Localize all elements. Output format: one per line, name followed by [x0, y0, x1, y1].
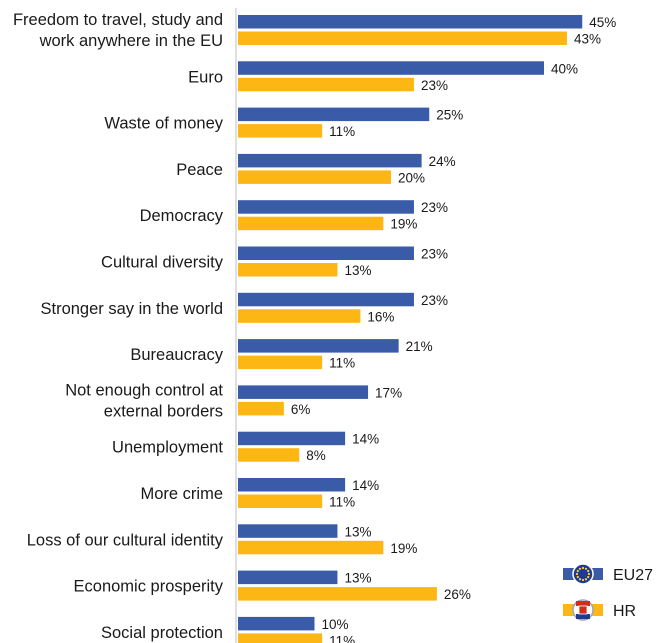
value-label-hr: 26% — [444, 587, 471, 602]
value-label-eu27: 13% — [344, 524, 371, 539]
value-label-eu27: 45% — [589, 15, 616, 30]
bar-hr — [238, 355, 323, 370]
category-label: Euro — [188, 68, 223, 86]
value-label-eu27: 10% — [322, 617, 349, 632]
value-label-hr: 19% — [390, 217, 417, 232]
bar-hr — [238, 309, 361, 323]
flag-star — [581, 578, 585, 582]
category-label: Unemployment — [112, 439, 223, 457]
bar-eu27 — [238, 478, 346, 492]
flag-star — [587, 569, 590, 573]
category-label: Cultural diversity — [101, 254, 224, 272]
flag-stripe — [576, 614, 590, 619]
flag-star — [587, 572, 591, 576]
category-label: Peace — [176, 161, 223, 179]
bar-eu27 — [238, 153, 422, 168]
flag-star — [584, 567, 588, 570]
value-label-hr: 6% — [291, 402, 311, 417]
value-label-eu27: 13% — [344, 571, 371, 586]
eu-flag-icon — [572, 563, 594, 585]
value-label-hr: 11% — [329, 124, 355, 139]
bar-hr — [238, 216, 384, 231]
value-label-eu27: 25% — [436, 108, 463, 123]
value-label-eu27: 17% — [375, 385, 402, 400]
flag-star — [578, 578, 582, 581]
value-label-hr: 19% — [390, 541, 417, 556]
category-label: Freedom to travel, study and work anywher… — [13, 11, 223, 50]
value-label-hr: 13% — [344, 263, 371, 278]
bar-hr — [238, 401, 284, 416]
bar-eu27 — [238, 385, 369, 399]
bar-eu27 — [238, 524, 338, 538]
value-label-hr: 20% — [398, 170, 425, 185]
value-label-eu27: 14% — [352, 432, 379, 447]
legend: EU27 HR — [563, 563, 653, 621]
bar-hr — [238, 31, 567, 45]
value-label-eu27: 21% — [406, 339, 433, 354]
category-label: Economic prosperity — [74, 578, 224, 596]
category-label: Democracy — [140, 207, 224, 225]
value-label-hr: 16% — [367, 309, 394, 324]
bars — [238, 15, 583, 643]
category-label: Waste of money — [104, 115, 223, 133]
bar-eu27 — [238, 570, 338, 585]
bar-hr — [238, 263, 338, 277]
value-labels: 45% 43% 40% 23% 25% 11% 24% 20% 23% 19% 23% 13% 23% 1… — [291, 15, 616, 643]
flag-star — [584, 578, 588, 581]
bar-hr — [238, 633, 323, 643]
value-label-hr: 11% — [329, 495, 355, 510]
flag-star — [576, 575, 579, 579]
bar-eu27 — [238, 292, 414, 307]
category-label: Bureaucracy — [130, 346, 223, 364]
value-label-eu27: 24% — [429, 154, 456, 169]
bar-eu27 — [238, 200, 414, 214]
value-label-eu27: 40% — [551, 61, 578, 76]
bar-eu27 — [238, 616, 315, 631]
flag-stripe — [576, 601, 590, 606]
flag-star — [578, 567, 582, 570]
value-label-eu27: 23% — [421, 200, 448, 215]
bar-eu27 — [238, 246, 414, 260]
bar-hr — [238, 494, 323, 508]
bar-eu27 — [238, 61, 544, 75]
bar-eu27 — [238, 339, 399, 353]
bar-hr — [238, 77, 414, 92]
category-labels: Freedom to travel, study and work anywher… — [13, 11, 224, 642]
bar-eu27 — [238, 15, 583, 29]
bar-hr — [238, 448, 300, 462]
category-label: More crime — [140, 485, 223, 503]
legend-label: EU27 — [613, 567, 653, 584]
legend-item-hr: HR — [563, 599, 636, 621]
bar-hr — [238, 124, 323, 138]
flag-shield — [578, 605, 588, 615]
value-label-hr: 11% — [329, 356, 355, 371]
category-label: Loss of our cultural identity — [27, 531, 224, 549]
flag-star — [587, 575, 590, 579]
flag-star — [581, 566, 585, 570]
category-label: Not enough control at external borders — [65, 381, 223, 420]
legend-item-eu27: EU27 — [563, 563, 653, 585]
croatia-flag-icon — [572, 599, 594, 621]
legend-label: HR — [613, 603, 636, 620]
value-label-hr: 23% — [421, 78, 448, 93]
bar-hr — [238, 170, 391, 184]
flag-disc — [572, 563, 594, 585]
bar-eu27 — [238, 431, 346, 446]
value-label-hr: 11% — [329, 633, 355, 643]
flag-star — [575, 572, 579, 576]
bar-hr — [238, 540, 384, 555]
flag-star — [576, 569, 579, 573]
value-label-eu27: 23% — [421, 247, 448, 262]
value-label-eu27: 14% — [352, 478, 379, 493]
bar-eu27 — [238, 107, 430, 122]
bar-hr — [238, 587, 437, 601]
category-label: Stronger say in the world — [40, 300, 223, 318]
category-label: Social protection — [101, 624, 223, 642]
value-label-hr: 8% — [306, 448, 326, 463]
value-label-hr: 43% — [574, 32, 601, 47]
value-label-eu27: 23% — [421, 293, 448, 308]
